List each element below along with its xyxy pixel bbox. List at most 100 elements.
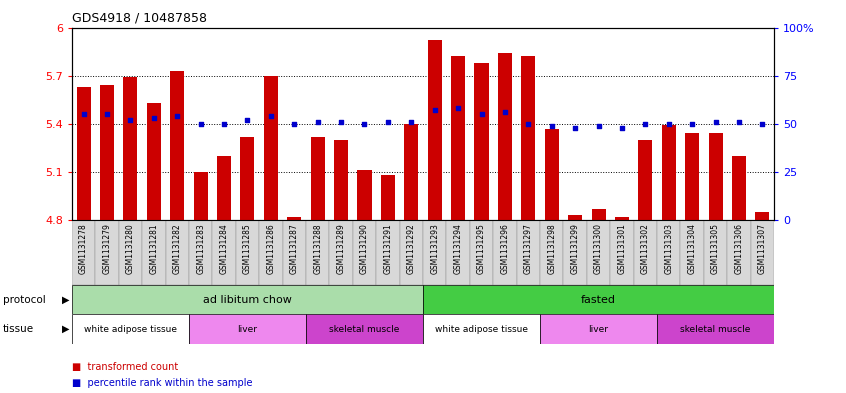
Text: GSM1131289: GSM1131289 (337, 223, 345, 274)
Text: GSM1131303: GSM1131303 (664, 223, 673, 274)
Text: ■  percentile rank within the sample: ■ percentile rank within the sample (72, 378, 252, 388)
Bar (498, 53, 512, 220)
Text: protocol: protocol (3, 295, 46, 305)
Text: GSM1131291: GSM1131291 (383, 223, 393, 274)
Point (77, 111, 91, 117)
Bar (124, 77, 137, 220)
Bar (306, 220, 329, 285)
Text: GSM1131296: GSM1131296 (501, 223, 509, 274)
Text: GSM1131300: GSM1131300 (594, 223, 603, 274)
Point (170, 113, 184, 119)
Point (452, 105, 465, 112)
Bar (147, 103, 161, 220)
Bar (423, 285, 774, 314)
Text: white adipose tissue: white adipose tissue (84, 325, 177, 334)
Bar (194, 172, 207, 220)
Bar (259, 220, 283, 285)
Point (358, 121, 371, 127)
Bar (236, 220, 259, 285)
Bar (264, 75, 277, 220)
Bar (709, 133, 722, 220)
Bar (451, 56, 465, 220)
Bar (662, 125, 676, 220)
Bar (376, 220, 399, 285)
Bar (680, 220, 704, 285)
Bar (755, 212, 769, 220)
Bar (77, 87, 91, 220)
Text: GSM1131305: GSM1131305 (711, 223, 720, 274)
Bar (587, 220, 610, 285)
Text: GSM1131285: GSM1131285 (243, 223, 252, 274)
Text: GSM1131284: GSM1131284 (220, 223, 228, 274)
Bar (423, 220, 447, 285)
Point (264, 113, 277, 119)
Bar (358, 170, 371, 220)
Bar (212, 220, 236, 285)
Bar (591, 209, 606, 220)
Text: GSM1131288: GSM1131288 (313, 223, 322, 274)
Bar (704, 220, 728, 285)
Bar (750, 220, 774, 285)
Point (709, 119, 722, 125)
Text: ■  transformed count: ■ transformed count (72, 362, 179, 373)
Bar (493, 220, 517, 285)
Point (381, 119, 394, 125)
Bar (189, 314, 306, 344)
Text: GSM1131306: GSM1131306 (734, 223, 744, 274)
Text: GSM1131280: GSM1131280 (126, 223, 135, 274)
Point (475, 111, 488, 117)
Point (240, 117, 254, 123)
Text: GSM1131286: GSM1131286 (266, 223, 275, 274)
Text: skeletal muscle: skeletal muscle (680, 325, 750, 334)
Point (662, 121, 675, 127)
Bar (329, 220, 353, 285)
Text: skeletal muscle: skeletal muscle (329, 325, 399, 334)
Text: ad libitum chow: ad libitum chow (203, 295, 292, 305)
Bar (540, 220, 563, 285)
Point (498, 109, 512, 116)
Bar (657, 314, 774, 344)
Point (428, 107, 442, 114)
Bar (428, 40, 442, 220)
Bar (142, 220, 166, 285)
Bar (72, 285, 423, 314)
Text: GSM1131278: GSM1131278 (80, 223, 88, 274)
Point (124, 117, 137, 123)
Text: GSM1131299: GSM1131299 (571, 223, 580, 274)
Bar (288, 217, 301, 220)
Text: liver: liver (238, 325, 257, 334)
Bar (166, 220, 189, 285)
Text: fasted: fasted (581, 295, 616, 305)
Point (755, 121, 769, 127)
Bar (657, 220, 680, 285)
Text: GSM1131281: GSM1131281 (150, 223, 158, 274)
Bar (447, 220, 470, 285)
Text: GSM1131279: GSM1131279 (102, 223, 112, 274)
Text: tissue: tissue (3, 324, 34, 334)
Bar (615, 217, 629, 220)
Bar (217, 156, 231, 220)
Bar (72, 314, 189, 344)
Text: GSM1131307: GSM1131307 (758, 223, 766, 274)
Bar (732, 156, 746, 220)
Text: GSM1131304: GSM1131304 (688, 223, 696, 274)
Text: GSM1131297: GSM1131297 (524, 223, 533, 274)
Point (334, 119, 348, 125)
Bar (310, 137, 325, 220)
Text: ▶: ▶ (62, 324, 69, 334)
Bar (685, 133, 699, 220)
Point (521, 121, 536, 127)
Text: GSM1131292: GSM1131292 (407, 223, 415, 274)
Text: GSM1131302: GSM1131302 (641, 223, 650, 274)
Bar (334, 140, 348, 220)
Bar (475, 63, 488, 220)
Bar (100, 85, 114, 220)
Text: GSM1131287: GSM1131287 (290, 223, 299, 274)
Bar (399, 220, 423, 285)
Text: GSM1131295: GSM1131295 (477, 223, 486, 274)
Bar (563, 220, 587, 285)
Text: GSM1131294: GSM1131294 (453, 223, 463, 274)
Bar (639, 140, 652, 220)
Bar (283, 220, 306, 285)
Point (311, 119, 325, 125)
